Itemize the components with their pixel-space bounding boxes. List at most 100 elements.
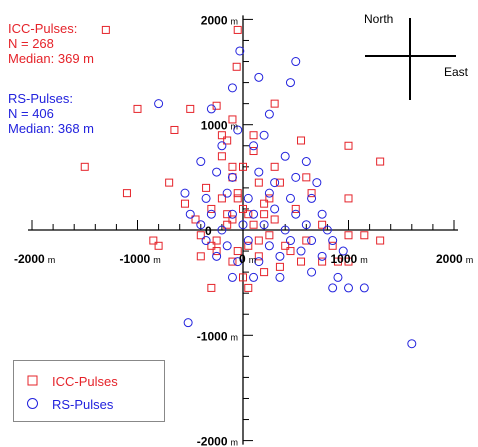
rs-point bbox=[212, 251, 222, 261]
rs-point bbox=[227, 209, 237, 219]
rs-point bbox=[249, 272, 259, 282]
rs-point bbox=[249, 209, 259, 219]
icc-point bbox=[233, 189, 242, 198]
rs-point bbox=[301, 220, 311, 230]
rs-point bbox=[254, 72, 264, 82]
compass-east-label: East bbox=[444, 65, 469, 79]
y-tick-unit: m bbox=[231, 332, 239, 342]
rs-series bbox=[154, 46, 417, 349]
rs-point bbox=[259, 220, 269, 230]
compass-north-label: North bbox=[364, 12, 393, 26]
rs-point bbox=[233, 125, 243, 135]
icc-point bbox=[281, 241, 290, 250]
legend-circle-marker bbox=[27, 398, 38, 409]
x-tick-label: 1000 m bbox=[331, 252, 368, 266]
icc-point bbox=[232, 62, 241, 71]
rs-point bbox=[212, 167, 222, 177]
compass-rose: North East bbox=[364, 12, 469, 100]
y-tick-label: 2000 m bbox=[201, 13, 238, 27]
rs-point bbox=[235, 46, 245, 56]
rs-point bbox=[307, 267, 317, 277]
rs-point bbox=[280, 151, 290, 161]
x-tick-label: -2000 m bbox=[14, 252, 55, 266]
rs-point bbox=[264, 109, 274, 119]
icc-point bbox=[180, 199, 189, 208]
icc-point bbox=[260, 210, 269, 219]
icc-point bbox=[302, 173, 311, 182]
icc-point bbox=[228, 215, 237, 224]
icc-point bbox=[228, 173, 237, 182]
icc-point bbox=[212, 236, 221, 245]
icc-point bbox=[291, 204, 300, 213]
icc-annotation-count: N = 268 bbox=[8, 36, 54, 51]
x-tick-label: 2000 m bbox=[436, 252, 473, 266]
rs-point bbox=[227, 83, 237, 93]
x-tick-unit: m bbox=[48, 255, 56, 265]
icc-point bbox=[297, 257, 306, 266]
icc-point bbox=[270, 99, 279, 108]
rs-point bbox=[407, 339, 417, 349]
rs-point bbox=[275, 251, 285, 261]
rs-point bbox=[196, 157, 206, 167]
icc-point bbox=[260, 199, 269, 208]
rs-point bbox=[359, 283, 369, 293]
icc-point bbox=[217, 152, 226, 161]
icc-point bbox=[249, 220, 258, 229]
icc-point bbox=[254, 236, 263, 245]
rs-point bbox=[285, 193, 295, 203]
icc-annotation-title: ICC-Pulses: bbox=[8, 21, 78, 36]
icc-point bbox=[249, 131, 258, 140]
rs-point bbox=[183, 318, 193, 328]
legend-label-rs: RS-Pulses bbox=[52, 396, 114, 412]
icc-point bbox=[154, 241, 163, 250]
icc-point bbox=[239, 273, 247, 282]
icc-point bbox=[376, 157, 385, 166]
icc-point bbox=[217, 194, 226, 203]
rs-point bbox=[222, 188, 232, 198]
icc-point bbox=[228, 162, 237, 171]
icc-point bbox=[270, 215, 279, 224]
icc-point bbox=[212, 101, 221, 110]
icc-point bbox=[239, 162, 247, 171]
legend-item-rs: RS-Pulses bbox=[14, 395, 113, 413]
rs-point bbox=[243, 236, 253, 246]
y-tick-unit: m bbox=[231, 438, 239, 447]
rs-point bbox=[201, 193, 211, 203]
rs-point bbox=[201, 236, 211, 246]
icc-point bbox=[307, 189, 316, 198]
x-tick-label: -1000 m bbox=[120, 252, 161, 266]
icc-point bbox=[223, 136, 232, 145]
rs-point bbox=[243, 193, 253, 203]
rs-point bbox=[264, 241, 274, 251]
rs-point bbox=[291, 57, 301, 67]
rs-point bbox=[217, 225, 227, 235]
rs-point bbox=[333, 272, 343, 282]
icc-point bbox=[244, 241, 253, 250]
rs-point bbox=[285, 78, 295, 88]
rs-point bbox=[301, 157, 311, 167]
icc-point bbox=[286, 247, 295, 256]
rs-point bbox=[180, 188, 190, 198]
icc-point bbox=[344, 257, 353, 266]
y-tick-unit: m bbox=[231, 16, 239, 26]
rs-point bbox=[307, 193, 317, 203]
icc-point bbox=[133, 104, 142, 113]
icc-point bbox=[223, 210, 232, 219]
rs-annotation-median: Median: 368 m bbox=[8, 121, 94, 136]
legend-square-marker bbox=[27, 375, 38, 386]
rs-point bbox=[322, 225, 332, 235]
y-tick-label: 1000 m bbox=[201, 119, 238, 133]
icc-point bbox=[165, 178, 174, 187]
x-tick-unit: m bbox=[153, 255, 161, 265]
icc-point bbox=[275, 178, 284, 187]
rs-point bbox=[296, 246, 306, 256]
rs-point bbox=[328, 283, 338, 293]
rs-point bbox=[249, 141, 259, 151]
icc-point bbox=[196, 231, 205, 240]
rs-point bbox=[259, 130, 269, 140]
x-tick-unit: m bbox=[466, 255, 474, 265]
icc-point bbox=[149, 236, 158, 245]
rs-point bbox=[328, 236, 338, 246]
rs-point bbox=[291, 209, 301, 219]
